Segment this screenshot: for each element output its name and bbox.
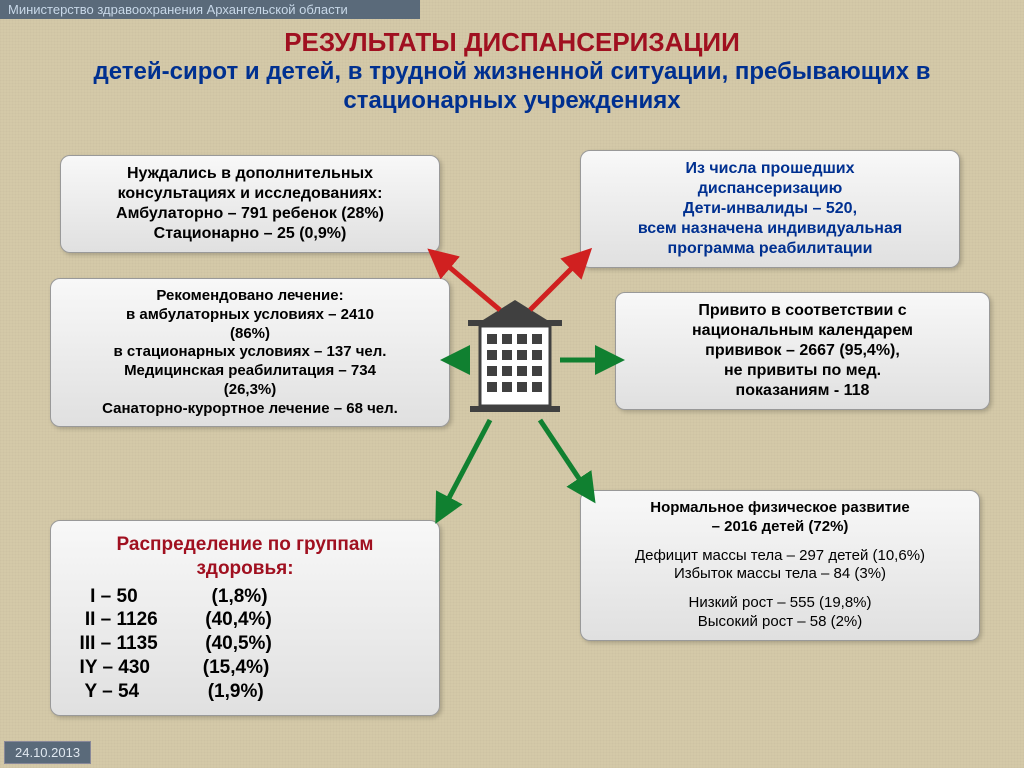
text-line: не привиты по мед. bbox=[626, 361, 979, 381]
box-vaccinated: Привито в соответствии с национальным ка… bbox=[615, 292, 990, 410]
text-line: Санаторно-курортное лечение – 68 чел. bbox=[61, 400, 439, 419]
box-health-groups-header: Распределение по группам здоровья: bbox=[69, 533, 421, 581]
text-line: Рекомендовано лечение: bbox=[61, 287, 439, 306]
text-line: Из числа прошедших bbox=[591, 159, 949, 179]
text-line: диспансеризацию bbox=[591, 179, 949, 199]
text-line: программа реабилитации bbox=[591, 239, 949, 259]
box-health-groups: Распределение по группам здоровья: I – 5… bbox=[50, 520, 440, 716]
health-group-row: III – 1135 (40,5%) bbox=[69, 632, 421, 656]
text-line: Избыток массы тела – 84 (3%) bbox=[591, 565, 969, 584]
hospital-building-icon bbox=[465, 290, 565, 420]
text-line: Высокий рост – 58 (2%) bbox=[591, 613, 969, 632]
health-group-row: II – 1126 (40,4%) bbox=[69, 608, 421, 632]
text-line: Стационарно – 25 (0,9%) bbox=[71, 224, 429, 244]
text-line: Привито в соответствии с bbox=[626, 301, 979, 321]
text-line: всем назначена индивидуальная bbox=[591, 219, 949, 239]
box-disabled-children: Из числа прошедших диспансеризацию Дети-… bbox=[580, 150, 960, 268]
date-badge: 24.10.2013 bbox=[4, 741, 91, 764]
spacer bbox=[591, 537, 969, 547]
text-line: (86%) bbox=[61, 325, 439, 344]
text-line: прививок – 2667 (95,4%), bbox=[626, 341, 979, 361]
text-line: в амбулаторных условиях – 2410 bbox=[61, 306, 439, 325]
text-line: Дефицит массы тела – 297 детей (10,6%) bbox=[591, 547, 969, 566]
text-line: в стационарных условиях – 137 чел. bbox=[61, 343, 439, 362]
text-line: национальным календарем bbox=[626, 321, 979, 341]
spacer bbox=[591, 584, 969, 594]
text-line: Медицинская реабилитация – 734 bbox=[61, 362, 439, 381]
title-block: РЕЗУЛЬТАТЫ ДИСПАНСЕРИЗАЦИИ детей-сирот и… bbox=[0, 19, 1024, 120]
box-physical-development: Нормальное физическое развитие – 2016 де… bbox=[580, 490, 980, 641]
text-line: – 2016 детей (72%) bbox=[591, 518, 969, 537]
ministry-header: Министерство здравоохранения Архангельск… bbox=[0, 0, 420, 19]
text-line: Низкий рост – 555 (19,8%) bbox=[591, 594, 969, 613]
text-line: (26,3%) bbox=[61, 381, 439, 400]
text-line: консультациях и исследованиях: bbox=[71, 184, 429, 204]
text-line: Амбулаторно – 791 ребенок (28%) bbox=[71, 204, 429, 224]
title-subtitle: детей-сирот и детей, в трудной жизненной… bbox=[40, 58, 984, 116]
health-group-row: IY – 430 (15,4%) bbox=[69, 656, 421, 680]
text-line: Дети-инвалиды – 520, bbox=[591, 199, 949, 219]
text-line: Нормальное физическое развитие bbox=[591, 499, 969, 518]
title-main: РЕЗУЛЬТАТЫ ДИСПАНСЕРИЗАЦИИ bbox=[40, 27, 984, 58]
box-consultations: Нуждались в дополнительных консультациях… bbox=[60, 155, 440, 253]
health-group-row: I – 50 (1,8%) bbox=[69, 585, 421, 609]
text-line: Нуждались в дополнительных bbox=[71, 164, 429, 184]
text-line: показаниям - 118 bbox=[626, 381, 979, 401]
box-treatment-recommended: Рекомендовано лечение: в амбулаторных ус… bbox=[50, 278, 450, 427]
health-group-row: Y – 54 (1,9%) bbox=[69, 680, 421, 704]
